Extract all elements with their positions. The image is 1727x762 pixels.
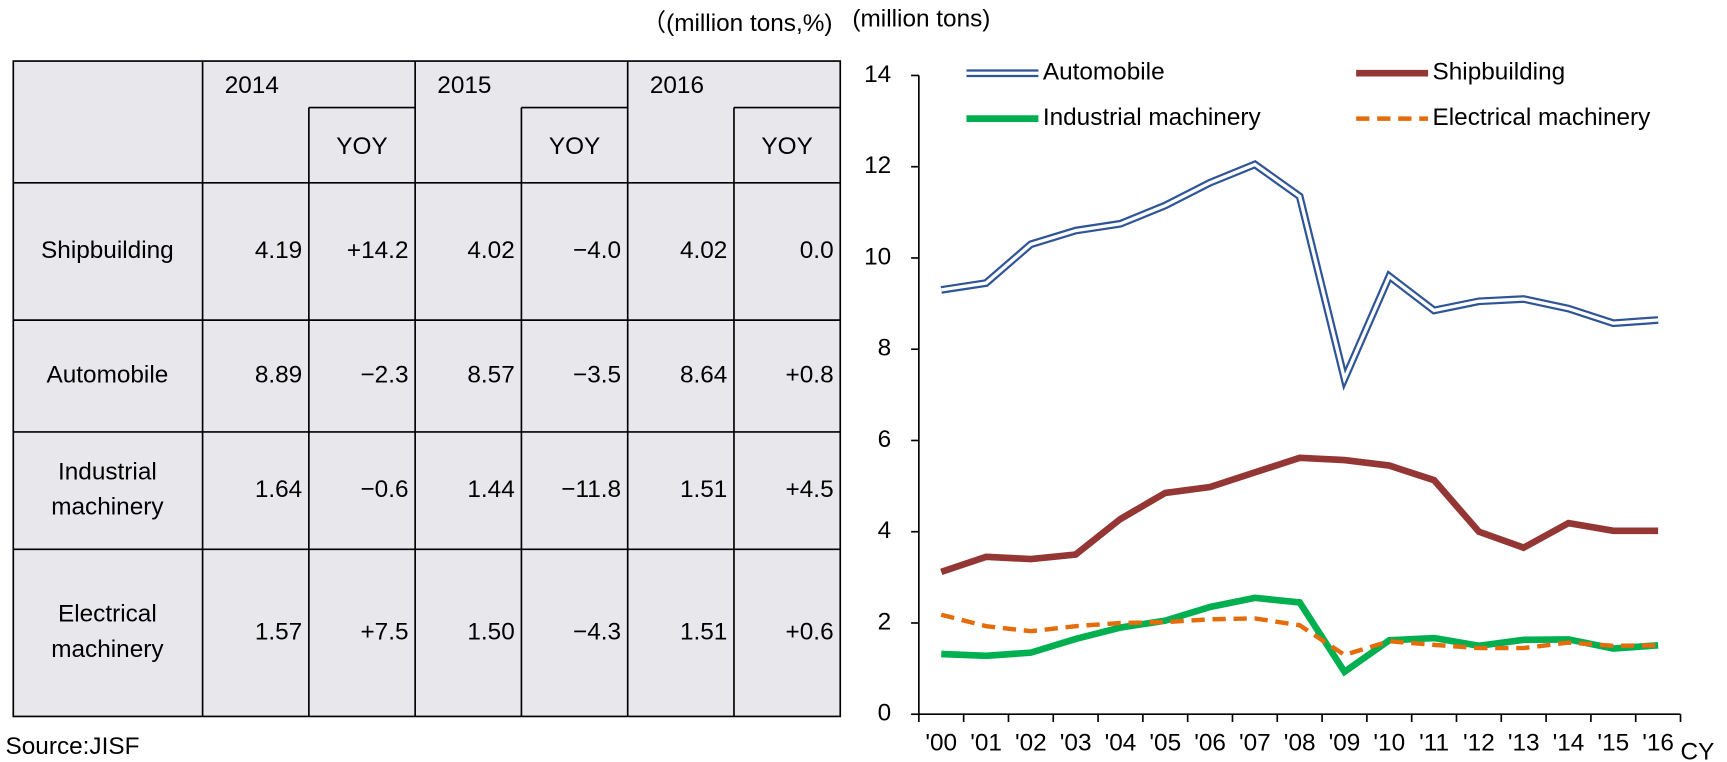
x-tick-label: '16 [1642,730,1674,757]
x-tick-label: '00 [925,730,957,757]
y-tick-label: 4 [878,517,892,544]
table-cell: −3.5 [573,361,621,388]
y-tick-label: 2 [878,608,892,635]
table-cell: −4.0 [573,237,621,264]
table-background [12,60,842,718]
table-cell: +7.5 [360,618,408,645]
table-cell: +14.2 [347,237,409,264]
x-tick-label: '11 [1419,730,1449,757]
table-cell: 4.02 [467,237,514,264]
row-label: Electrical [58,601,157,628]
data-line [940,454,1659,576]
x-tick-label: '01 [970,730,1002,757]
x-tick-label: '14 [1553,730,1585,757]
table-cell: −0.6 [360,476,408,503]
x-tick-label: '07 [1239,730,1271,757]
x-tick-label: '06 [1194,730,1226,757]
y-tick-label: 8 [878,335,892,362]
y-axis-label: (million tons) [852,6,990,33]
table-cell: 1.50 [467,618,514,645]
y-tick-label: 6 [878,426,892,453]
legend-label: Electrical machinery [1433,104,1652,131]
table-cell: +4.5 [786,476,834,503]
table-cell: 1.57 [255,618,302,645]
row-label: Automobile [46,361,168,388]
legend-label: Shipbuilding [1433,59,1566,86]
x-tick-label: '15 [1597,730,1629,757]
table-cell: 8.64 [680,361,727,388]
table-cell: −11.8 [561,476,621,503]
data-line [941,594,1659,677]
data-line [941,162,1659,385]
year-header: 2015 [437,72,491,99]
table-cell: 1.44 [467,476,514,503]
table-cell: 0.0 [800,237,834,264]
table-unit: （(million tons,%) [642,10,833,37]
y-tick-label: 10 [864,243,891,270]
yoy-header: YOY [761,133,812,160]
x-tick-label: '09 [1329,730,1361,757]
row-label: machinery [51,494,164,521]
year-header: 2016 [650,72,704,99]
table-cell: 1.51 [680,476,727,503]
table-cell: 4.02 [680,237,727,264]
table-cell: +0.8 [786,361,834,388]
year-header: 2014 [225,72,279,99]
table-cell: −4.3 [573,618,621,645]
yoy-header: YOY [336,133,387,160]
row-label: machinery [51,636,164,663]
x-tick-label: '03 [1060,730,1092,757]
y-tick-label: 0 [878,700,892,727]
x-tick-label: '10 [1373,730,1405,757]
row-label: Shipbuilding [41,237,174,264]
table-cell: 4.19 [255,237,302,264]
table-cell: 8.89 [255,361,302,388]
source: Source:JISF [6,733,140,760]
legend-label: Industrial machinery [1043,104,1262,131]
data-line [940,612,1659,658]
legend-label: Automobile [1043,59,1165,86]
table-cell: 1.64 [255,476,302,503]
table-cell: +0.6 [786,618,834,645]
y-tick-label: 14 [864,61,891,88]
x-tick-label: '08 [1284,730,1316,757]
x-tick-label: '13 [1508,730,1540,757]
x-tick-label: '04 [1105,730,1137,757]
table-cell: 1.51 [680,618,727,645]
x-tick-label: '05 [1149,730,1181,757]
x-axis-label: CY [1681,738,1715,762]
y-tick-label: 12 [864,152,891,179]
yoy-header: YOY [549,133,600,160]
x-tick-label: '12 [1463,730,1495,757]
table-cell: 8.57 [467,361,514,388]
table-cell: −2.3 [360,361,408,388]
row-label: Industrial [58,458,157,485]
x-tick-label: '02 [1015,730,1047,757]
